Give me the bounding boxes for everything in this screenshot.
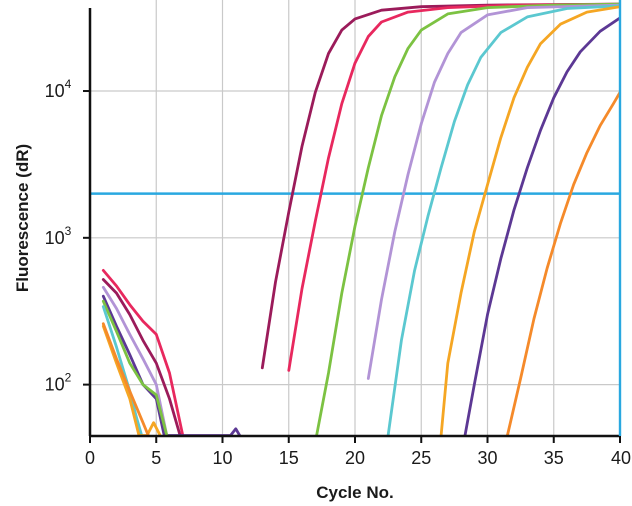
series-line-9 xyxy=(101,269,185,436)
x-tick-label: 35 xyxy=(544,448,564,468)
x-tick-labels: 0 5 10 15 20 25 30 35 40 xyxy=(85,448,631,468)
x-tick-label: 5 xyxy=(151,448,161,468)
series-line-5 xyxy=(386,4,620,436)
x-tick-label: 20 xyxy=(345,448,365,468)
x-tick-label: 30 xyxy=(477,448,497,468)
series-line-3 xyxy=(315,2,620,436)
y-tick-labels: 102 103 104 xyxy=(45,77,72,395)
series-line-8 xyxy=(506,90,620,436)
series-line-2 xyxy=(287,2,620,372)
series-line-11 xyxy=(101,285,169,436)
series-line-4 xyxy=(366,3,620,380)
series-line-1 xyxy=(260,2,620,370)
x-tick-label: 0 xyxy=(85,448,95,468)
x-tick-label: 10 xyxy=(212,448,232,468)
x-tick-label: 40 xyxy=(611,448,631,468)
y-tick-label: 102 xyxy=(45,371,72,395)
series-layer xyxy=(101,2,620,436)
x-tick-label: 15 xyxy=(279,448,299,468)
series-line-10 xyxy=(101,278,182,436)
vertical-gridlines xyxy=(90,0,621,436)
axes xyxy=(83,0,622,443)
y-axis-title: Fluorescence (dR) xyxy=(13,144,32,292)
series-line-16 xyxy=(101,322,150,436)
series-line-6 xyxy=(439,5,620,436)
series-line-7 xyxy=(463,16,620,436)
x-tick-label: 25 xyxy=(411,448,431,468)
x-axis-title: Cycle No. xyxy=(316,483,393,502)
series-line-13 xyxy=(101,299,169,436)
y-tick-label: 103 xyxy=(45,224,72,248)
series-line-12 xyxy=(101,294,242,436)
y-tick-label: 104 xyxy=(45,77,72,101)
